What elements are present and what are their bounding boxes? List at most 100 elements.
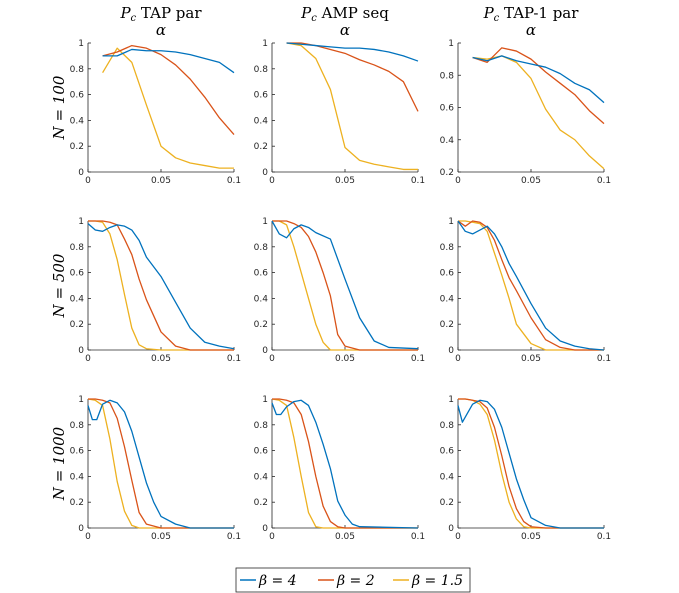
title-subscript: c [131, 13, 137, 24]
series-line-beta15 [286, 42, 418, 171]
y-tick-label: 0.8 [440, 71, 455, 81]
x-tick-label: 0 [455, 354, 461, 364]
y-tick-label: 0.6 [440, 104, 455, 114]
series-line-beta2 [458, 398, 604, 529]
x-tick-label: 0.05 [521, 354, 541, 364]
title-text: AMP seq [317, 4, 389, 22]
x-axis-label-alpha: α [340, 21, 350, 39]
y-tick-label: 0.2 [70, 498, 84, 508]
y-tick-label: 1 [78, 39, 84, 49]
y-tick-label: 0.2 [70, 320, 84, 330]
series-line-beta15 [472, 55, 605, 170]
title-text: TAP par [136, 4, 202, 22]
series-line-beta4 [87, 399, 234, 529]
series-line-beta4 [457, 220, 605, 351]
x-tick-label: 0.1 [597, 354, 611, 364]
title-subscript: c [494, 13, 500, 24]
title-text: TAP-1 par [499, 4, 579, 22]
title-symbol: P [300, 4, 312, 22]
y-tick-label: 0.4 [70, 472, 85, 482]
x-tick-label: 0.05 [335, 176, 355, 186]
y-tick-label: 0 [448, 346, 454, 356]
y-tick-label: 0.6 [440, 269, 455, 279]
y-tick-label: 1 [78, 217, 84, 227]
y-tick-label: 0.2 [254, 320, 268, 330]
y-tick-label: 0.4 [440, 294, 455, 304]
y-tick-label: 0 [262, 346, 268, 356]
x-tick-label: 0 [269, 354, 275, 364]
x-tick-label: 0 [85, 354, 91, 364]
y-tick-label: 0 [78, 168, 84, 178]
y-tick-label: 0.6 [70, 91, 85, 101]
y-tick-label: 0.6 [254, 269, 269, 279]
legend: β = 4 β = 2 β = 1.5 [235, 567, 471, 593]
x-tick-label: 0 [85, 176, 91, 186]
y-tick-label: 0.4 [254, 294, 269, 304]
title-symbol: P [483, 4, 495, 22]
x-tick-label: 0.1 [227, 532, 241, 542]
series-line-beta2 [457, 220, 604, 351]
y-tick-label: 0 [78, 346, 84, 356]
series-line-beta15 [272, 220, 418, 351]
series-line-beta2 [272, 398, 418, 529]
series-line-beta2 [286, 42, 419, 112]
y-tick-label: 0 [262, 168, 268, 178]
panel-r2-c2: 0 0.2 0.4 0.6 0.8 1 0 0.05 0.1 [254, 217, 425, 364]
y-tick-label: 0.8 [70, 243, 85, 253]
series-line-beta15 [102, 47, 234, 169]
panel-r3-c2: 0 0.2 0.4 0.6 0.8 1 0 0.05 0.1 [254, 395, 425, 542]
x-tick-label: 0.05 [521, 176, 541, 186]
row-label-2: N = 500 [50, 253, 68, 318]
series-line-beta15 [88, 220, 234, 351]
y-tick-label: 1 [262, 395, 268, 405]
series-line-beta2 [88, 220, 234, 351]
x-tick-label: 0.05 [335, 532, 355, 542]
row-label-1: N = 100 [50, 75, 68, 140]
series-line-beta2 [102, 44, 235, 136]
y-tick-label: 0.8 [254, 243, 269, 253]
x-tick-label: 0.1 [227, 354, 241, 364]
column-title-1: Pc TAP par [119, 4, 202, 24]
series-line-beta4 [271, 399, 419, 529]
legend-label-beta15: β = 1.5 [411, 573, 463, 589]
panel-r1-c3: 0.2 0.4 0.6 0.8 1 0 0.05 0.1 [440, 39, 611, 186]
x-tick-label: 0.05 [521, 532, 541, 542]
y-tick-label: 1 [448, 217, 454, 227]
x-tick-label: 0.05 [151, 532, 171, 542]
title-subscript: c [311, 13, 317, 24]
x-tick-label: 0.1 [597, 532, 611, 542]
panel-r2-c1: 0 0.2 0.4 0.6 0.8 1 0 0.05 0.1 [70, 217, 241, 364]
column-title-3: Pc TAP-1 par [483, 4, 580, 24]
x-tick-label: 0.05 [151, 176, 171, 186]
x-tick-label: 0.1 [227, 176, 241, 186]
y-tick-label: 1 [78, 395, 84, 405]
y-tick-label: 0.4 [440, 472, 455, 482]
y-tick-label: 0.8 [70, 421, 85, 431]
series-line-beta4 [102, 48, 235, 74]
y-tick-label: 0.6 [440, 447, 455, 457]
panel-r3-c1: 0 0.2 0.4 0.6 0.8 1 0 0.05 0.1 [70, 395, 241, 542]
y-tick-label: 1 [448, 395, 454, 405]
y-tick-label: 0.4 [254, 472, 269, 482]
series-line-beta2 [88, 398, 234, 529]
series-line-beta4 [472, 55, 605, 104]
x-tick-label: 0 [455, 176, 461, 186]
y-tick-label: 0.4 [440, 136, 455, 146]
y-tick-label: 0 [448, 524, 454, 534]
panel-r3-c3: 0 0.2 0.4 0.6 0.8 1 0 0.05 0.1 [440, 395, 611, 542]
x-axis-label-alpha: α [156, 21, 166, 39]
y-tick-label: 0.8 [254, 65, 269, 75]
legend-label-beta2: β = 2 [336, 573, 375, 589]
panel-r1-c1: 0 0.2 0.4 0.6 0.8 1 0 0.05 0.1 [70, 39, 241, 186]
y-tick-label: 0.2 [440, 498, 454, 508]
y-tick-label: 0.6 [70, 269, 85, 279]
x-tick-label: 0.05 [151, 354, 171, 364]
y-tick-label: 0 [262, 524, 268, 534]
y-tick-label: 0.2 [254, 142, 268, 152]
panel-r1-c2: 0 0.2 0.4 0.6 0.8 1 0 0.05 0.1 [254, 39, 425, 186]
y-tick-label: 1 [448, 39, 454, 49]
y-tick-label: 0.8 [254, 421, 269, 431]
y-tick-label: 0.2 [254, 498, 268, 508]
y-tick-label: 1 [262, 39, 268, 49]
